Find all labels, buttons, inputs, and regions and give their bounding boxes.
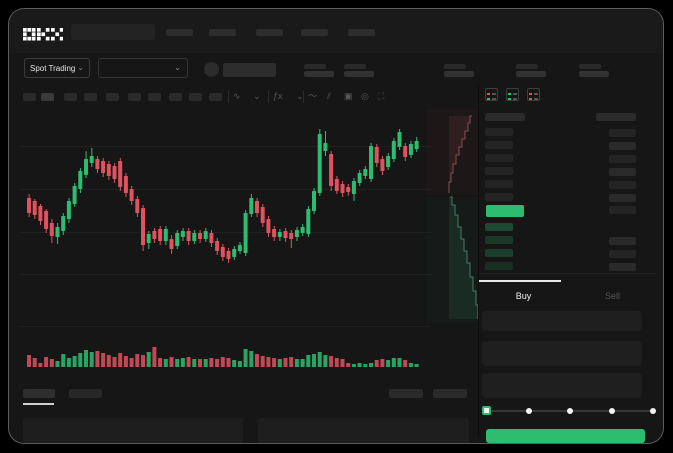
stat-value-placeholder	[579, 71, 609, 77]
parallel-lines-tool-icon[interactable]: ⫽	[327, 91, 332, 101]
depth-chart[interactable]	[426, 109, 479, 331]
tab-sell[interactable]: Sell	[604, 291, 620, 301]
tab-buy[interactable]: Buy	[515, 291, 532, 301]
timeframe-button-placeholder[interactable]	[189, 93, 202, 101]
total-field-placeholder[interactable]	[482, 373, 642, 398]
toolbar-divider	[228, 91, 229, 103]
top-navigation-bar	[9, 9, 663, 53]
timeframe-button-placeholder[interactable]	[128, 93, 141, 101]
orderbook-ask-row[interactable]	[485, 141, 513, 149]
timeframe-button-placeholder[interactable]	[41, 93, 54, 101]
buy-submit-button[interactable]	[486, 429, 645, 443]
orderbook-amount-row[interactable]	[609, 250, 636, 258]
orderbook-amount-row[interactable]	[609, 142, 636, 150]
orderbook-amount-row[interactable]	[609, 194, 636, 202]
bottom-action-button[interactable]	[389, 389, 423, 398]
bottom-tab-underline	[23, 403, 54, 405]
stat-value-placeholder	[444, 71, 474, 77]
orderbook-bid-row[interactable]	[485, 249, 513, 257]
amount-field-placeholder[interactable]	[482, 341, 642, 366]
orderbook-ask-row[interactable]	[485, 154, 513, 162]
orderbook-amount-row[interactable]	[609, 237, 636, 245]
orders-panel-placeholder	[23, 418, 243, 443]
slider-stop-dot[interactable]	[609, 408, 615, 414]
orderbook-amount-row[interactable]	[609, 263, 636, 271]
orderbook-ask-row[interactable]	[485, 193, 513, 201]
stat-label-placeholder	[516, 64, 538, 69]
panel-divider	[478, 85, 479, 437]
chevron-down-icon: ⌄	[174, 63, 181, 72]
orderbook-ask-row[interactable]	[485, 128, 513, 136]
bottom-tab[interactable]	[69, 389, 102, 398]
bids-only-icon[interactable]	[506, 88, 519, 101]
nav-item-placeholder[interactable]	[209, 29, 236, 36]
nav-item-placeholder[interactable]	[256, 29, 283, 36]
orderbook-amount-row[interactable]	[609, 168, 636, 176]
indicators-icon[interactable]: ƒx	[273, 91, 283, 101]
timeframe-button-placeholder[interactable]	[106, 93, 119, 101]
orderbook-amount-header-placeholder	[596, 113, 636, 121]
orderbook-bid-row[interactable]	[485, 262, 513, 270]
search-input[interactable]	[71, 24, 155, 40]
orderbook-ask-row[interactable]	[485, 180, 513, 188]
chevron-down-icon[interactable]: ⌄	[253, 91, 261, 101]
pair-name-placeholder	[223, 63, 276, 77]
stat-value-placeholder	[344, 71, 374, 77]
pair-dropdown[interactable]: ⌄	[98, 58, 188, 78]
orderbook-bid-row[interactable]	[485, 223, 513, 231]
candle-style-icon[interactable]: ∿	[233, 91, 241, 101]
price-chart[interactable]	[19, 109, 431, 379]
bottom-action-button[interactable]	[433, 389, 467, 398]
okx-logo	[23, 28, 63, 41]
slider-handle[interactable]	[482, 406, 491, 415]
toolbar-divider	[303, 91, 304, 103]
orderbook-amount-row[interactable]	[609, 181, 636, 189]
toolbar-divider	[268, 91, 269, 103]
orderbook-bid-row[interactable]	[485, 236, 513, 244]
chevron-down-icon: ⌄	[77, 63, 84, 72]
orderbook-amount-row[interactable]	[609, 206, 636, 214]
orderbook-ask-row[interactable]	[485, 167, 513, 175]
trade-tabs	[479, 273, 657, 308]
coin-icon	[204, 62, 219, 77]
buy-tab-underline	[479, 280, 561, 282]
app-window: Spot Trading ⌄ ⌄ Buy Sell	[8, 8, 664, 444]
nav-item-placeholder[interactable]	[166, 29, 193, 36]
stat-label-placeholder	[579, 64, 601, 69]
orderbook-last-price[interactable]	[486, 205, 524, 217]
stat-value-placeholder	[304, 71, 334, 77]
orderbook-amount-row[interactable]	[609, 129, 636, 137]
timeframe-button-placeholder[interactable]	[64, 93, 77, 101]
price-field-placeholder[interactable]	[482, 311, 642, 331]
chevron-down-icon[interactable]: ⌄	[296, 91, 304, 101]
nav-item-placeholder[interactable]	[348, 29, 375, 36]
nav-item-placeholder[interactable]	[301, 29, 328, 36]
timeframe-button-placeholder[interactable]	[169, 93, 182, 101]
stat-label-placeholder	[304, 64, 326, 69]
orderbook-price-header-placeholder	[485, 113, 525, 121]
timeframe-button-placeholder[interactable]	[209, 93, 222, 101]
history-panel-placeholder	[258, 418, 469, 443]
bottom-tab-active[interactable]	[23, 389, 55, 398]
shape-tool-icon[interactable]: ▣	[344, 91, 353, 101]
timeframe-button-placeholder[interactable]	[148, 93, 161, 101]
slider-stop-dot[interactable]	[526, 408, 532, 414]
stat-label-placeholder	[444, 64, 466, 69]
orderbook-amount-row[interactable]	[609, 155, 636, 163]
trendline-tool-icon[interactable]: 〜	[308, 91, 318, 101]
timeframe-button-placeholder[interactable]	[84, 93, 97, 101]
market-type-dropdown[interactable]: Spot Trading ⌄	[24, 58, 90, 78]
slider-stop-dot[interactable]	[650, 408, 656, 414]
fullscreen-icon[interactable]: ⛶	[378, 91, 385, 101]
slider-stop-dot[interactable]	[567, 408, 573, 414]
target-icon[interactable]: ◎	[361, 91, 369, 101]
timeframe-button-placeholder[interactable]	[23, 93, 36, 101]
market-type-label: Spot Trading	[30, 63, 76, 73]
combined-book-icon[interactable]	[485, 88, 498, 101]
stat-label-placeholder	[344, 64, 366, 69]
stat-value-placeholder	[516, 71, 546, 77]
asks-only-icon[interactable]	[527, 88, 540, 101]
